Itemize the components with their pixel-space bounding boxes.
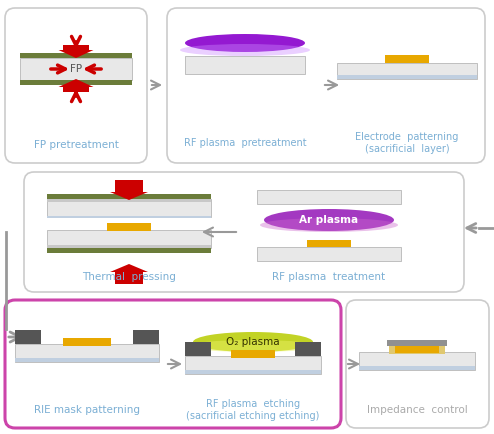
Text: Ar plasma: Ar plasma: [299, 215, 359, 225]
FancyArrow shape: [110, 264, 148, 284]
Bar: [15, 358, 159, 362]
Text: Thermal  pressing: Thermal pressing: [82, 272, 176, 282]
Bar: [47, 230, 211, 248]
Bar: [307, 240, 351, 247]
Bar: [20, 80, 132, 85]
Bar: [385, 55, 429, 63]
FancyBboxPatch shape: [5, 8, 147, 163]
Bar: [387, 340, 447, 346]
Bar: [359, 366, 475, 370]
Bar: [389, 344, 445, 354]
Bar: [337, 75, 477, 79]
Bar: [185, 56, 305, 74]
Bar: [63, 338, 111, 346]
Bar: [231, 350, 275, 358]
Bar: [47, 248, 211, 253]
Ellipse shape: [264, 209, 394, 231]
Text: RF plasma  pretreatment: RF plasma pretreatment: [184, 138, 306, 148]
Bar: [185, 356, 321, 374]
FancyBboxPatch shape: [346, 300, 489, 428]
FancyBboxPatch shape: [167, 8, 485, 163]
Bar: [257, 247, 401, 261]
Bar: [133, 330, 159, 344]
Bar: [395, 346, 439, 353]
Ellipse shape: [193, 332, 313, 352]
Bar: [20, 53, 132, 58]
FancyBboxPatch shape: [24, 172, 464, 292]
Bar: [15, 330, 41, 344]
Ellipse shape: [260, 218, 398, 232]
Text: O₂ plasma: O₂ plasma: [226, 337, 280, 347]
Bar: [15, 344, 159, 362]
Ellipse shape: [180, 44, 310, 56]
FancyArrow shape: [110, 180, 148, 200]
FancyArrow shape: [58, 79, 93, 92]
Bar: [47, 245, 211, 248]
Bar: [257, 190, 401, 204]
Bar: [107, 223, 151, 231]
Bar: [47, 216, 211, 218]
FancyArrow shape: [58, 45, 93, 58]
Bar: [359, 352, 475, 370]
FancyBboxPatch shape: [5, 300, 341, 428]
Text: Electrode  patterning
(sacrificial  layer): Electrode patterning (sacrificial layer): [355, 132, 459, 154]
Text: FP: FP: [70, 64, 82, 74]
Ellipse shape: [188, 340, 318, 352]
Text: FP pretreatment: FP pretreatment: [34, 140, 119, 150]
Text: RIE mask patterning: RIE mask patterning: [34, 405, 140, 415]
Bar: [295, 342, 321, 356]
Bar: [47, 194, 211, 199]
Ellipse shape: [185, 34, 305, 52]
Bar: [20, 58, 132, 80]
Bar: [47, 199, 211, 217]
Bar: [185, 342, 211, 356]
Text: RF plasma  etching
(sacrificial etching etching): RF plasma etching (sacrificial etching e…: [186, 399, 320, 421]
Bar: [47, 199, 211, 202]
Bar: [185, 370, 321, 374]
Text: RF plasma  treatment: RF plasma treatment: [272, 272, 385, 282]
Text: Impedance  control: Impedance control: [367, 405, 467, 415]
Bar: [337, 63, 477, 79]
